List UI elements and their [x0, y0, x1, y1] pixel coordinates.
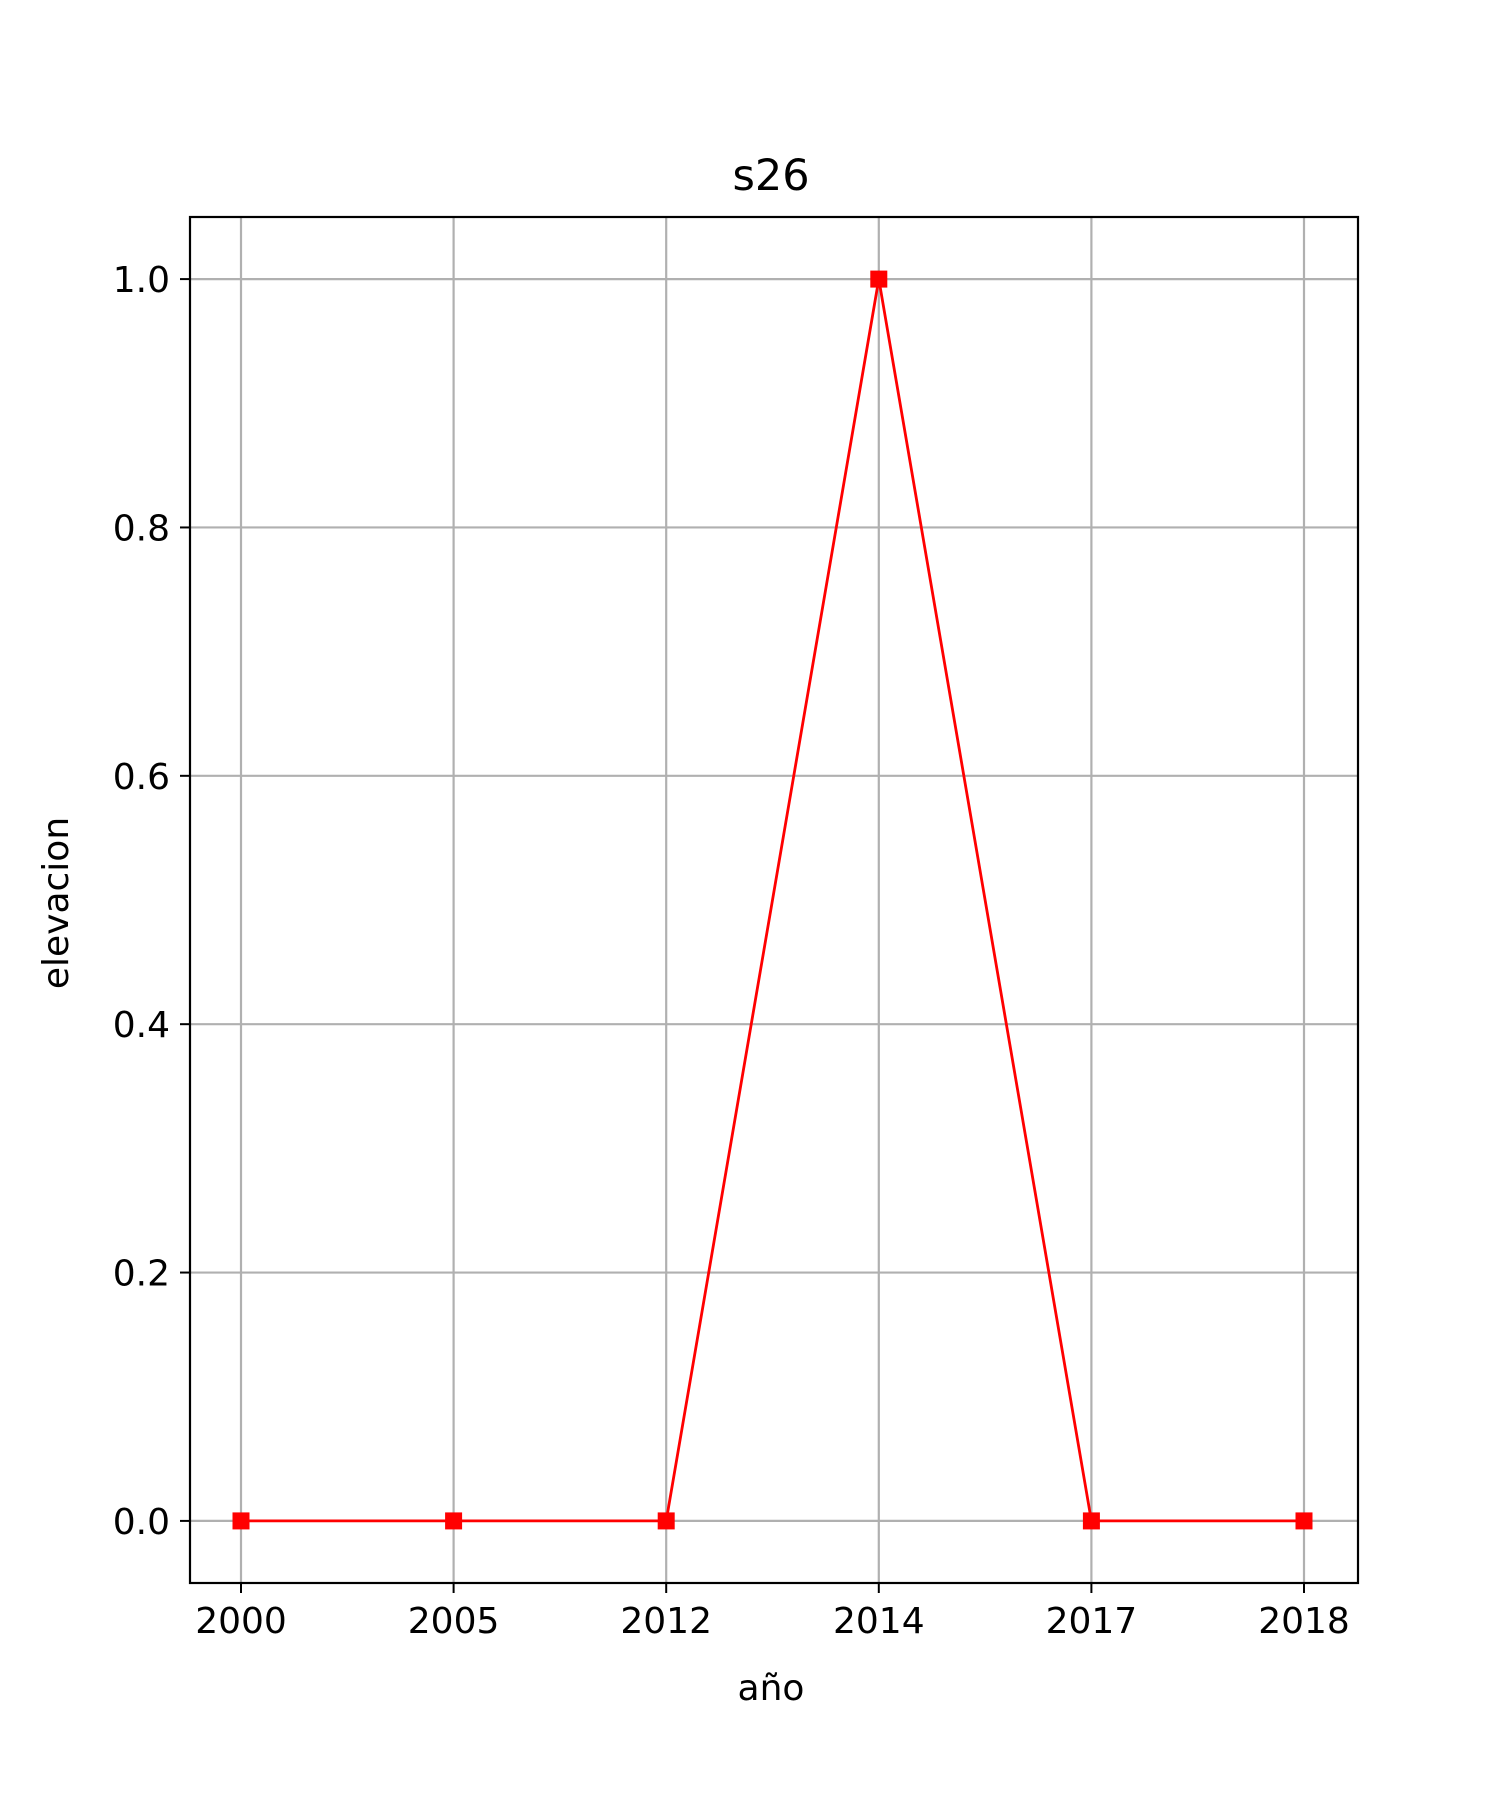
data-points: [232, 270, 1313, 1530]
axis-ticks: 2000 2005 2012 2014 2017 2018 0.0 0.2 0.4 0.6 0.8 1…: [113, 260, 1350, 1642]
y-tick-label: 0.6: [113, 757, 170, 798]
y-tick-label: 0.8: [113, 508, 170, 549]
data-point-marker: [657, 1512, 675, 1530]
x-tick-label: 2017: [1046, 1601, 1138, 1642]
x-tick-label: 2012: [620, 1601, 712, 1642]
y-tick-label: 0.2: [113, 1254, 170, 1295]
series-line: [241, 278, 1304, 1523]
grid: [190, 217, 1358, 1583]
data-point-marker: [870, 270, 888, 288]
data-point-marker: [232, 1512, 250, 1530]
x-tick-label: 2000: [195, 1601, 287, 1642]
y-axis-title: elevacion: [36, 817, 77, 989]
data-point-marker: [1082, 1512, 1100, 1530]
y-tick-label: 0.4: [113, 1005, 170, 1046]
x-axis-title: año: [738, 1668, 805, 1709]
x-tick-label: 2014: [833, 1601, 925, 1642]
y-tick-label: 0.0: [113, 1502, 170, 1543]
data-point-marker: [1295, 1512, 1313, 1530]
chart-title: s26: [732, 151, 809, 201]
y-tick-label: 1.0: [113, 260, 170, 301]
x-tick-label: 2018: [1258, 1601, 1350, 1642]
plot-frame: [188, 215, 1360, 1585]
x-tick-label: 2005: [408, 1601, 500, 1642]
data-point-marker: [445, 1512, 463, 1530]
